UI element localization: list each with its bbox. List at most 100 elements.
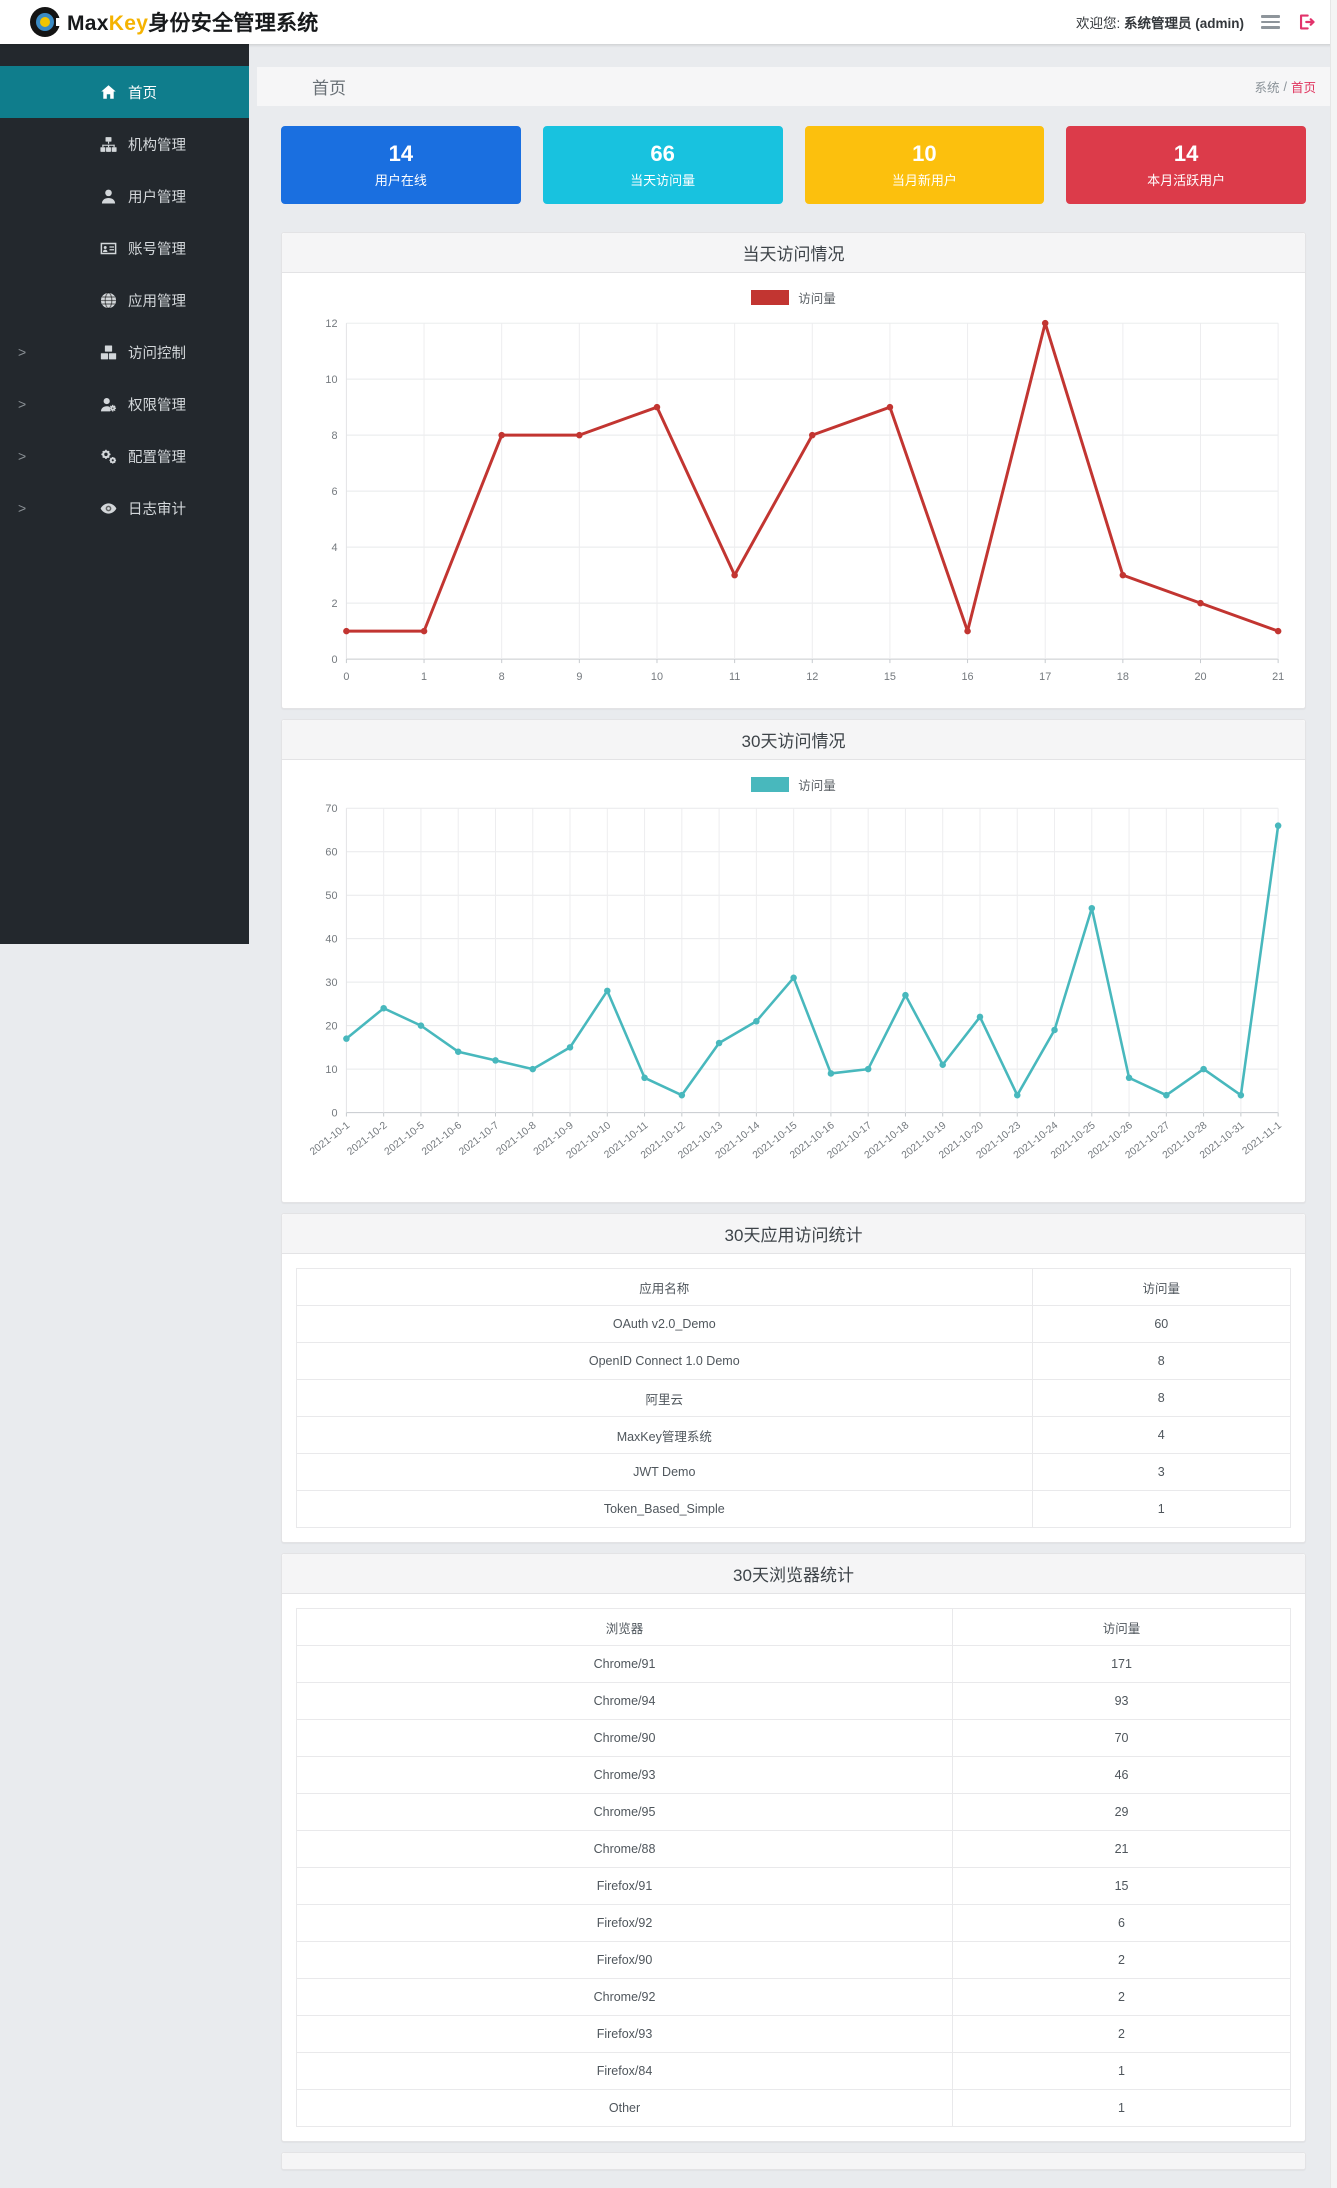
- table-cell: Firefox/91: [295, 1867, 954, 1905]
- svg-text:20: 20: [325, 1021, 337, 1033]
- table-cell: 2: [952, 1941, 1291, 1979]
- brand-suffix: 身份安全管理系统: [148, 12, 319, 35]
- id-card-icon: [100, 240, 117, 257]
- svg-text:1: 1: [421, 671, 427, 683]
- table-cell: Firefox/90: [295, 1941, 954, 1979]
- maxkey-logo-icon: [30, 7, 62, 37]
- table-cell: Other: [295, 2089, 954, 2127]
- table-row: Chrome/90 70: [295, 1719, 1291, 1757]
- svg-text:2: 2: [331, 598, 337, 610]
- daily-visits-panel: 当天访问情况 访问量 0 2 4 6 8 10 12 0 1 8 9 10 11 12 15 16 17 18 20…: [281, 232, 1306, 709]
- svg-text:2021-10-6: 2021-10-6: [420, 1120, 464, 1158]
- svg-text:2021-10-2: 2021-10-2: [345, 1120, 389, 1158]
- table-cell: Chrome/92: [295, 1978, 954, 2016]
- brand-max: Max: [67, 12, 109, 35]
- sidebar-item-label: 首页: [128, 85, 157, 102]
- sidebar-item-user-mgmt[interactable]: 用户管理: [0, 170, 249, 222]
- table-header-row: 浏览器 访问量: [295, 1608, 1291, 1646]
- chevron-right-icon: >: [18, 396, 27, 412]
- sidebar-nav: 首页 机构管理 用户管理 账号管理 应用管理 > 访问控制 > 权限管理 > 配置管理 > 日志审计: [0, 44, 249, 944]
- sidebar-item-access-control[interactable]: > 访问控制: [0, 326, 249, 378]
- current-user: 系统管理员 (admin): [1124, 16, 1244, 31]
- sidebar-item-label: 配置管理: [128, 449, 186, 466]
- breadcrumb-root-link[interactable]: 系统: [1254, 81, 1280, 95]
- table-row: Chrome/94 93: [295, 1682, 1291, 1720]
- stat-card-month-active-users: 14 本月活跃用户: [1066, 126, 1306, 204]
- table-cell: 8: [1031, 1342, 1292, 1380]
- table-cell: 93: [952, 1682, 1291, 1720]
- welcome-text: 欢迎您: 系统管理员 (admin): [1075, 16, 1244, 31]
- sidebar-item-label: 账号管理: [128, 241, 186, 258]
- table-row: Chrome/93 46: [295, 1756, 1291, 1794]
- svg-text:70: 70: [325, 803, 337, 815]
- sidebar-item-org-mgmt[interactable]: 机构管理: [0, 118, 249, 170]
- brand-key: Key: [108, 12, 149, 35]
- svg-text:12: 12: [325, 318, 337, 330]
- svg-text:0: 0: [343, 671, 349, 683]
- table-cell: OpenID Connect 1.0 Demo: [296, 1342, 1033, 1380]
- table-cell: Firefox/93: [295, 2015, 954, 2053]
- stat-value: 14: [1173, 141, 1199, 166]
- legend-swatch: [751, 776, 790, 792]
- breadcrumb-separator: /: [1283, 79, 1287, 94]
- svg-text:8: 8: [499, 671, 505, 683]
- svg-text:2021-11-1: 2021-11-1: [1241, 1120, 1285, 1157]
- menu-toggle-icon[interactable]: [1260, 12, 1281, 32]
- logout-icon[interactable]: [1297, 13, 1315, 31]
- table-cell: 1: [952, 2052, 1291, 2090]
- stat-value: 66: [650, 141, 675, 166]
- svg-text:0: 0: [331, 654, 337, 666]
- svg-text:2021-10-1: 2021-10-1: [308, 1120, 352, 1158]
- panel-title: 当天访问情况: [282, 233, 1305, 273]
- svg-text:30: 30: [325, 977, 337, 989]
- table-cell: Chrome/93: [295, 1756, 954, 1794]
- breadcrumb-current-link[interactable]: 首页: [1290, 81, 1316, 95]
- stat-label: 本月活跃用户: [1147, 173, 1226, 188]
- svg-text:20: 20: [1194, 671, 1206, 683]
- svg-text:2021-10-5: 2021-10-5: [383, 1120, 427, 1158]
- table-cell: Firefox/84: [295, 2052, 954, 2090]
- svg-text:0: 0: [331, 1108, 337, 1120]
- table-row: Firefox/92 6: [295, 1904, 1291, 1942]
- table-cell: OAuth v2.0_Demo: [296, 1305, 1033, 1343]
- table-header-row: 应用名称 访问量: [296, 1268, 1292, 1306]
- table-row: Chrome/88 21: [295, 1830, 1291, 1868]
- panel-title: 30天浏览器统计: [282, 1554, 1305, 1594]
- sidebar-item-permission-mgmt[interactable]: > 权限管理: [0, 378, 249, 430]
- chart-legend[interactable]: 访问量: [297, 283, 1290, 311]
- sidebar-item-home[interactable]: 首页: [0, 66, 249, 118]
- svg-text:6: 6: [331, 486, 337, 498]
- svg-text:10: 10: [651, 671, 663, 683]
- table-cell: 1: [1031, 1490, 1292, 1528]
- svg-text:17: 17: [1039, 671, 1051, 683]
- table-cell: 1: [952, 2089, 1291, 2127]
- sidebar-item-config-mgmt[interactable]: > 配置管理: [0, 430, 249, 482]
- table-row: Firefox/93 2: [295, 2015, 1291, 2053]
- svg-text:50: 50: [325, 890, 337, 902]
- table-row: Chrome/91 171: [295, 1645, 1291, 1683]
- table-cell: 4: [1031, 1416, 1292, 1454]
- table-cell: Chrome/94: [295, 1682, 954, 1720]
- chevron-right-icon: >: [18, 500, 27, 516]
- scrollbar[interactable]: [1330, 0, 1337, 2188]
- sidebar-item-label: 日志审计: [128, 501, 186, 518]
- top-header-bar: MaxKey身份安全管理系统 欢迎您: 系统管理员 (admin): [0, 0, 1337, 44]
- svg-text:8: 8: [331, 430, 337, 442]
- app-access-table: 应用名称 访问量 OAuth v2.0_Demo 60 OpenID Connect 1…: [296, 1268, 1292, 1528]
- partial-panel: [281, 2152, 1306, 2170]
- table-row: Chrome/95 29: [295, 1793, 1291, 1831]
- sidebar-item-log-audit[interactable]: > 日志审计: [0, 482, 249, 534]
- stat-cards-row: 14 用户在线 66 当天访问量 10 当月新用户 14 本月活跃用户: [281, 126, 1306, 204]
- table-cell: 8: [1031, 1379, 1292, 1417]
- svg-text:16: 16: [962, 671, 974, 683]
- sidebar-item-account-mgmt[interactable]: 账号管理: [0, 222, 249, 274]
- chart-legend[interactable]: 访问量: [297, 770, 1290, 798]
- table-cell: 29: [952, 1793, 1291, 1831]
- table-cell: 6: [952, 1904, 1291, 1942]
- table-row: JWT Demo 3: [296, 1453, 1292, 1491]
- table-cell: 171: [952, 1645, 1291, 1683]
- monthly-visits-panel: 30天访问情况 访问量 0 10 20 30 40 50 60 70 2021-10-1 2021…: [281, 719, 1306, 1203]
- table-cell: Chrome/90: [295, 1719, 954, 1757]
- sidebar-item-app-mgmt[interactable]: 应用管理: [0, 274, 249, 326]
